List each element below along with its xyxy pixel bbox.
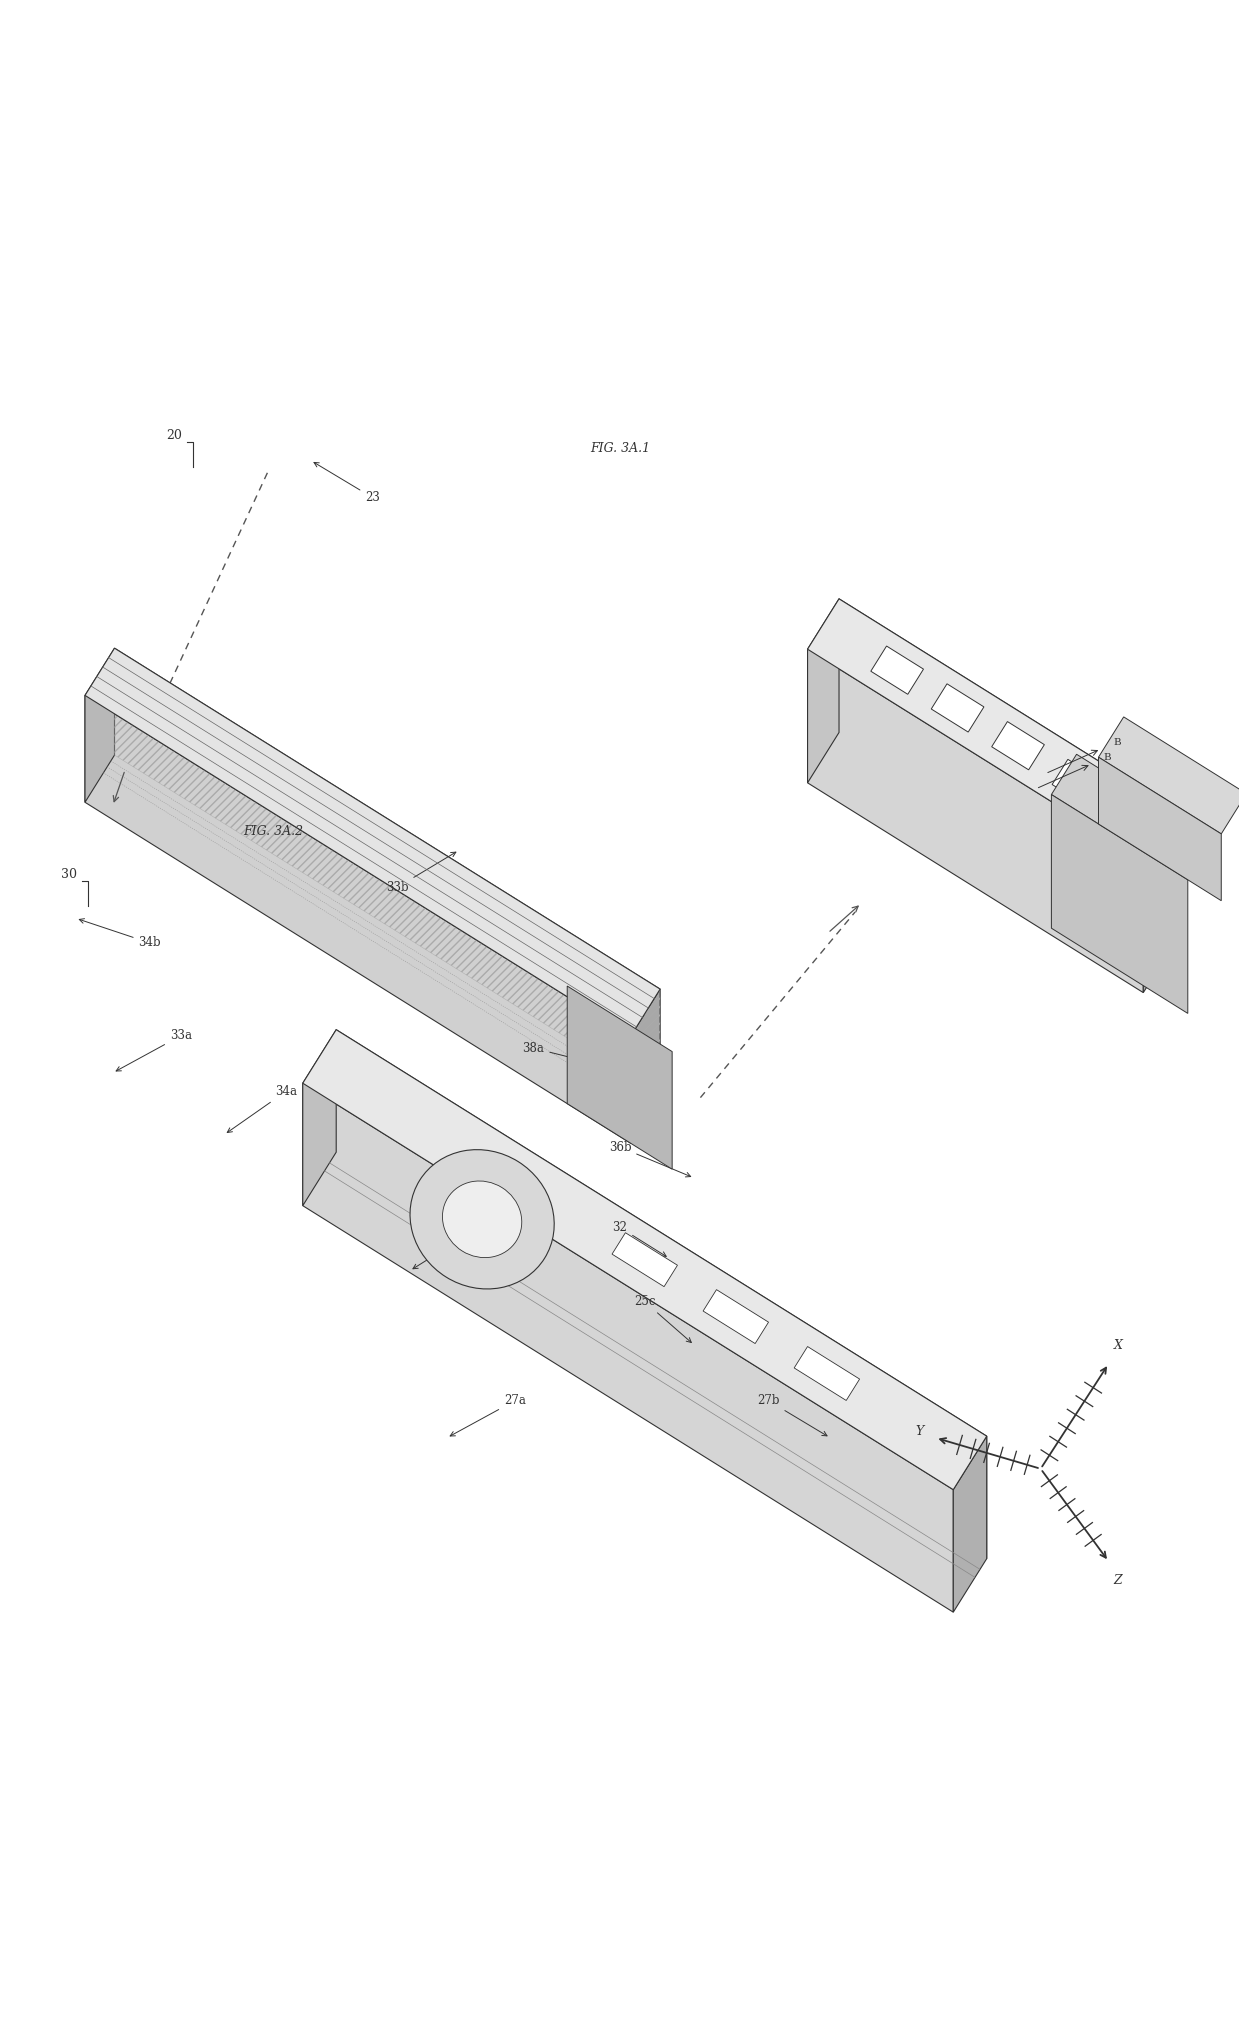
Text: 33a: 33a (117, 1029, 192, 1072)
Text: 36a: 36a (413, 1233, 470, 1268)
Text: 38a: 38a (522, 1041, 604, 1068)
Polygon shape (303, 1029, 987, 1490)
Polygon shape (86, 696, 631, 1142)
Polygon shape (839, 599, 1174, 942)
Polygon shape (303, 1084, 954, 1612)
Polygon shape (807, 599, 839, 783)
Polygon shape (567, 987, 672, 1169)
Text: 30: 30 (62, 867, 77, 882)
Text: B: B (1114, 738, 1121, 748)
Text: 25c: 25c (634, 1296, 692, 1343)
Text: 36b: 36b (609, 1140, 691, 1177)
Polygon shape (114, 649, 660, 1096)
Polygon shape (1052, 754, 1213, 880)
Ellipse shape (443, 1181, 522, 1258)
Polygon shape (931, 683, 983, 732)
Polygon shape (1052, 760, 1105, 807)
Text: 34a: 34a (227, 1086, 296, 1132)
Text: 20: 20 (166, 429, 182, 443)
Polygon shape (1099, 756, 1221, 900)
Polygon shape (303, 1029, 336, 1205)
Text: 32: 32 (613, 1221, 666, 1256)
Polygon shape (1052, 795, 1188, 1013)
Polygon shape (613, 1233, 677, 1286)
Polygon shape (870, 647, 924, 694)
Text: FIG. 3B: FIG. 3B (1128, 930, 1176, 944)
Polygon shape (631, 989, 660, 1142)
Polygon shape (807, 649, 1143, 993)
Polygon shape (703, 1290, 769, 1343)
Ellipse shape (410, 1151, 554, 1288)
Text: 23: 23 (314, 463, 379, 503)
Text: Z: Z (1114, 1573, 1122, 1587)
Polygon shape (1143, 809, 1174, 993)
Text: 27a: 27a (450, 1395, 526, 1436)
Text: 33b: 33b (386, 851, 456, 894)
Polygon shape (807, 599, 1174, 859)
Polygon shape (86, 649, 114, 803)
Polygon shape (794, 1347, 859, 1401)
Polygon shape (954, 1436, 987, 1612)
Polygon shape (992, 722, 1044, 770)
Text: 34b: 34b (79, 918, 161, 950)
Polygon shape (1099, 718, 1240, 833)
Polygon shape (86, 649, 660, 1037)
Text: X: X (1115, 1339, 1123, 1351)
Polygon shape (336, 1029, 987, 1559)
Text: FIG. 3A.1: FIG. 3A.1 (590, 441, 650, 455)
Text: Y: Y (915, 1426, 924, 1438)
Text: FIG. 3A.2: FIG. 3A.2 (243, 825, 304, 837)
Text: 27b: 27b (758, 1395, 827, 1436)
Text: B: B (1104, 754, 1111, 762)
